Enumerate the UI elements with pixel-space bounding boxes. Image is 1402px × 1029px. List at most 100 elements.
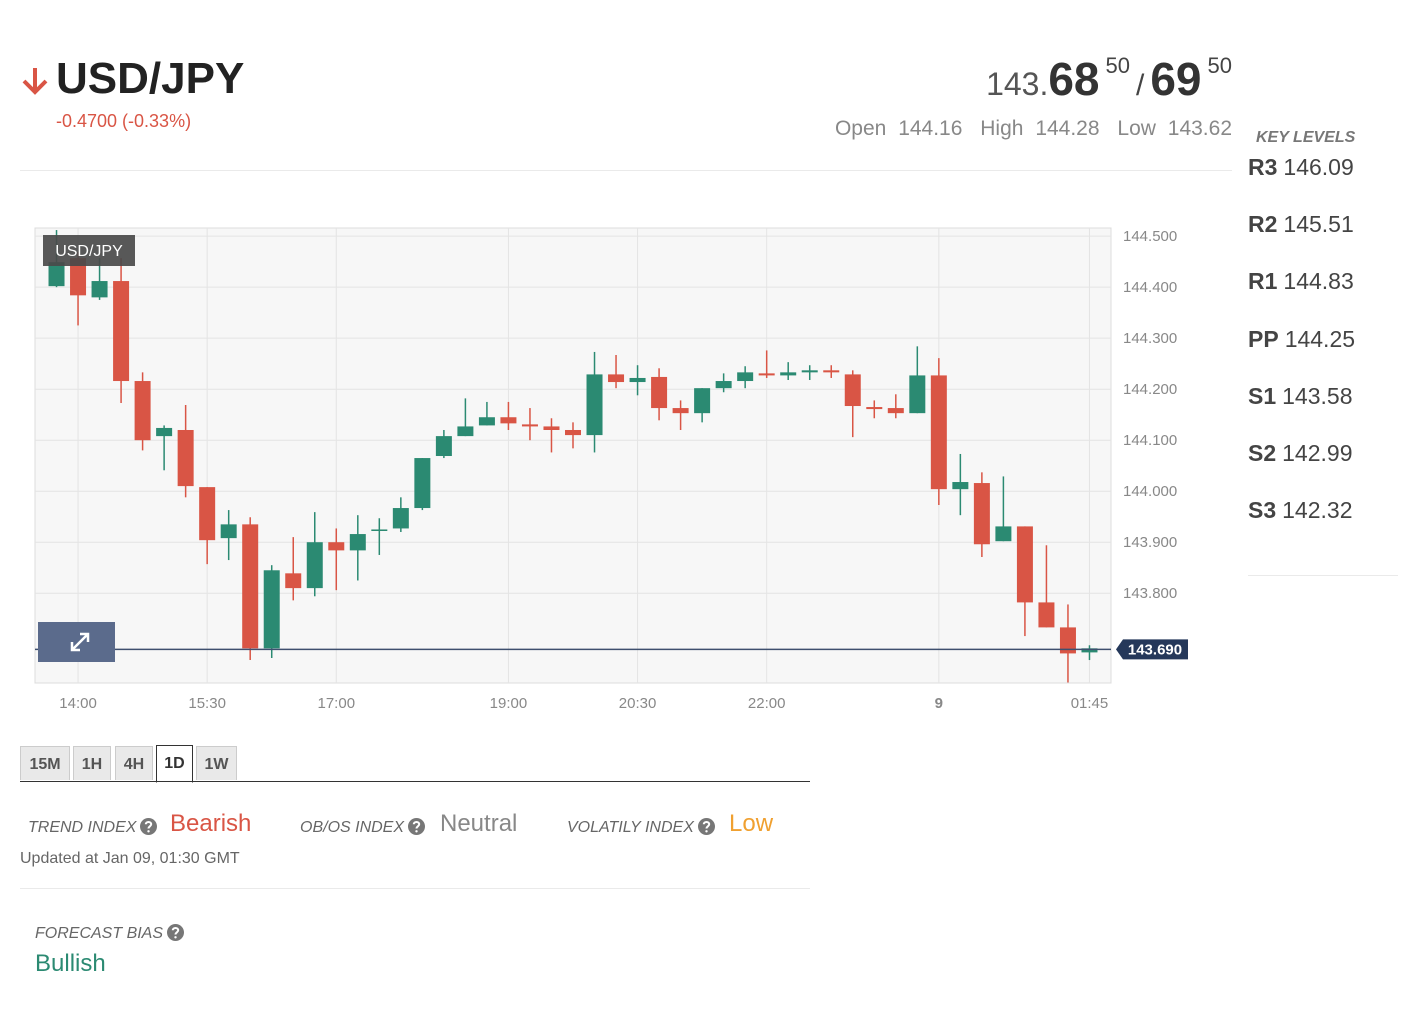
help-icon[interactable]: [167, 924, 185, 941]
help-icon[interactable]: [697, 818, 715, 835]
level-name: PP: [1248, 325, 1279, 352]
level-value: 142.99: [1282, 440, 1353, 466]
legend-label: USD/JPY: [55, 243, 123, 260]
level-name: R3: [1248, 154, 1278, 180]
candle-body: [952, 482, 969, 490]
quote: 143.68 50/69 50: [986, 52, 1232, 106]
timeframe-tab[interactable]: 1W: [196, 746, 237, 780]
candle-body: [134, 381, 151, 441]
tabs-underline: [20, 781, 810, 782]
candle-body: [973, 483, 990, 545]
candle-body: [694, 388, 711, 414]
divider: [20, 888, 810, 889]
down-arrow: [22, 68, 48, 95]
index-value: Neutral: [440, 810, 518, 837]
candle-body: [909, 375, 926, 414]
forecast-label: FORECAST BIAS: [35, 924, 185, 943]
divider: [1248, 575, 1398, 576]
candle-body: [113, 281, 130, 382]
candle-body: [565, 429, 581, 436]
level-name: S2: [1248, 440, 1277, 466]
low-label: Low: [1117, 117, 1156, 140]
timeframe-tab[interactable]: 4H: [115, 746, 153, 780]
expand-button-bg: [38, 622, 115, 662]
expand-button[interactable]: [38, 622, 115, 662]
index-label-text: VOLATILY INDEX: [567, 819, 694, 836]
candle-body: [457, 426, 474, 437]
candle-body: [651, 376, 668, 409]
last-price-label: 143.690: [1128, 641, 1182, 658]
candle-body: [844, 374, 861, 407]
candle-body: [220, 524, 237, 539]
candle-body: [306, 542, 323, 589]
level-value: 145.51: [1283, 211, 1354, 238]
y-tick-label: 143.900: [1123, 534, 1177, 551]
y-tick-label: 144.500: [1123, 228, 1177, 245]
index-value: Low: [729, 810, 774, 837]
updated: Updated at Jan 09, 01:30 GMT: [20, 850, 240, 867]
pair-title: USD/JPY: [56, 54, 245, 103]
x-tick-label: 9: [935, 695, 943, 712]
divider: [20, 170, 1232, 171]
y-tick-label: 143.800: [1123, 585, 1177, 602]
timeframe-tab[interactable]: 1D: [156, 745, 193, 783]
key-level: R2 145.51: [1248, 211, 1354, 238]
expand-icon: [70, 632, 90, 652]
timeframe-tab[interactable]: 15M: [20, 746, 70, 780]
index-label-text: TREND INDEX: [28, 819, 137, 836]
candle-body: [608, 374, 625, 383]
x-tick-label: 20:30: [619, 695, 657, 712]
candle-body: [801, 370, 818, 373]
y-tick-label: 144.100: [1123, 432, 1177, 449]
x-tick-label: 14:00: [59, 695, 97, 712]
help-icon[interactable]: [140, 818, 158, 835]
key-level: S3 142.32: [1248, 497, 1353, 524]
ohl: Open 144.16 High 144.28 Low 143.62: [829, 117, 1232, 141]
candle-body: [285, 573, 302, 589]
price-prefix: 143.: [986, 66, 1049, 102]
x-tick-label: 01:45: [1071, 695, 1109, 712]
level-value: 143.58: [1282, 382, 1353, 409]
candle-body: [328, 542, 345, 551]
candle-body: [586, 374, 603, 436]
candle-body: [70, 258, 87, 296]
candle-body: [672, 408, 689, 414]
candle-body: [392, 508, 409, 529]
y-tick-label: 144.400: [1123, 279, 1177, 296]
x-tick-label: 17:00: [318, 695, 356, 712]
low: 143.62: [1167, 117, 1232, 140]
candle-body: [995, 526, 1012, 542]
level-name: S3: [1248, 497, 1277, 524]
y-tick-label: 144.300: [1123, 330, 1177, 347]
candle-body: [1059, 627, 1076, 654]
candle-body: [1038, 602, 1055, 628]
candle-body: [521, 424, 538, 427]
candle-body: [715, 381, 732, 389]
x-tick-label: 22:00: [748, 695, 786, 712]
key-level: R1 144.83: [1248, 268, 1354, 295]
candle-body: [823, 370, 840, 373]
candle-body: [371, 529, 388, 531]
legend-box: [43, 235, 135, 266]
candle-body: [263, 570, 280, 649]
ask-pip: 50: [1207, 53, 1232, 78]
candle-body: [91, 281, 108, 298]
candle-body: [780, 372, 797, 376]
candle-body: [177, 429, 194, 487]
candle-body: [349, 534, 366, 551]
last-price-tag: [1116, 639, 1188, 660]
level-value: 142.32: [1282, 497, 1353, 524]
key-levels-title: KEY LEVELS: [1256, 129, 1356, 146]
high-label: High: [980, 117, 1024, 140]
key-level: R3 146.09: [1248, 154, 1354, 181]
candle-body: [887, 408, 904, 414]
index-label: VOLATILY INDEX: [567, 818, 715, 837]
help-icon[interactable]: [408, 818, 426, 835]
timeframe-tab[interactable]: 1H: [73, 746, 111, 780]
x-tick-label: 19:00: [490, 695, 528, 712]
candle-body: [758, 373, 775, 376]
index-label-text: OB/OS INDEX: [300, 819, 405, 836]
candle-body: [930, 375, 947, 490]
candle-body: [242, 524, 259, 649]
